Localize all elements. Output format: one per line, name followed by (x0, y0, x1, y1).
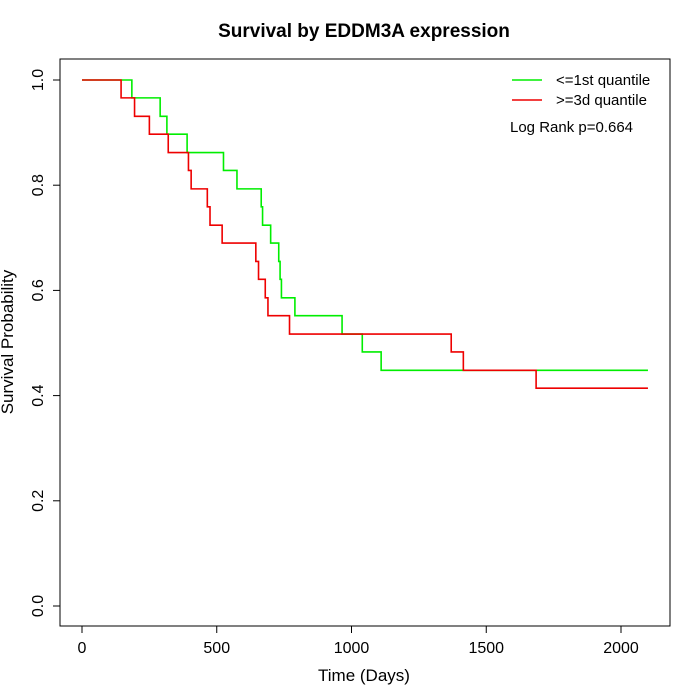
y-axis: 0.0 0.2 0.4 0.6 0.8 1.0 (30, 69, 61, 617)
x-axis: 0 500 1000 1500 2000 (78, 625, 639, 657)
y-axis-label: Survival Probability (0, 269, 17, 414)
y-tick-label: 0.4 (30, 384, 47, 406)
y-tick-label: 0.8 (30, 174, 47, 196)
y-tick-label: 1.0 (30, 69, 47, 91)
x-tick-label: 2000 (603, 640, 639, 657)
plot-frame (59, 58, 671, 627)
y-tick-label: 0.2 (30, 490, 47, 512)
survival-curve-2 (82, 79, 648, 390)
x-tick-label: 1500 (468, 640, 504, 657)
log-rank-annotation: Log Rank p=0.664 (510, 119, 633, 136)
x-tick-label: 500 (203, 640, 230, 657)
x-tick-label: 1000 (334, 640, 370, 657)
legend-label-2: >=3d quantile (556, 92, 647, 109)
legend-label-1: <=1st quantile (556, 72, 650, 89)
chart-title: Survival by EDDM3A expression (218, 21, 510, 42)
y-tick-label: 0.6 (30, 279, 47, 301)
x-tick-label: 0 (78, 640, 87, 657)
y-tick-label: 0.0 (30, 595, 47, 617)
x-axis-label: Time (Days) (318, 666, 410, 685)
legend: <=1st quantile >=3d quantile (512, 72, 650, 109)
survival-curves (82, 79, 648, 390)
